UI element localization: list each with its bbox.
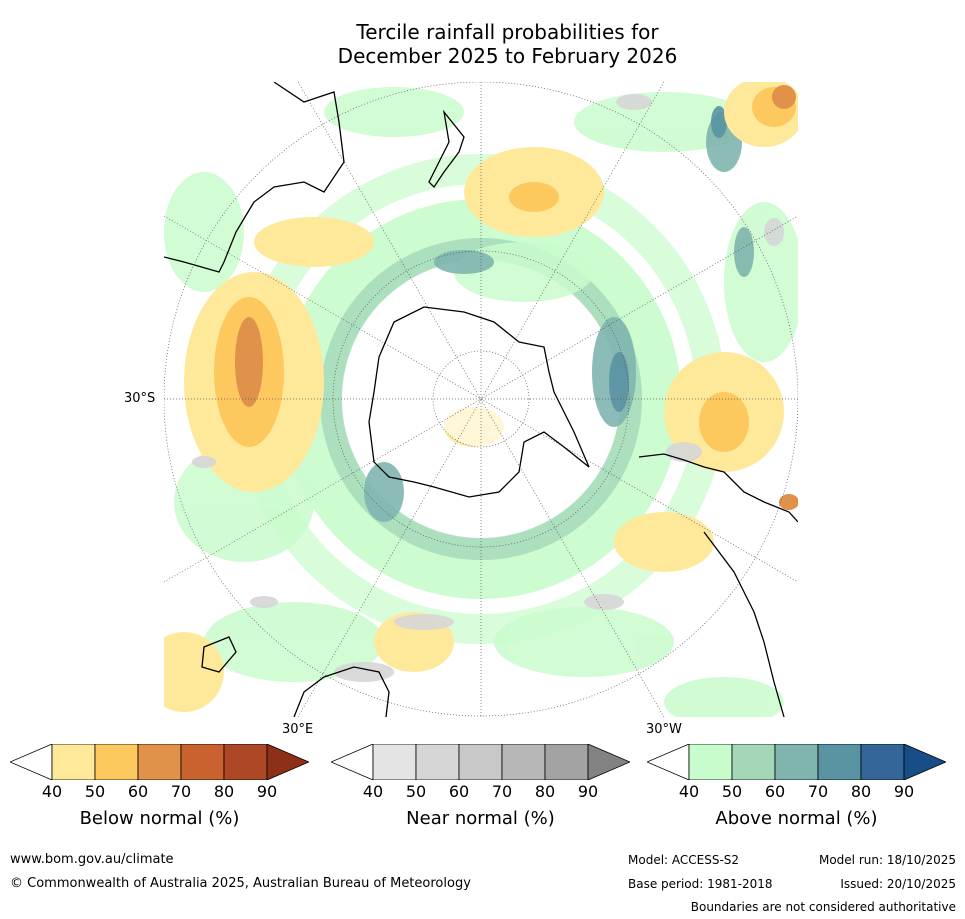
below-normal-tick-label: 70 — [170, 782, 192, 801]
above-normal-title: Above normal (%) — [715, 808, 878, 829]
above-normal-tick-label: 80 — [850, 782, 872, 801]
below-normal-tick-label: 60 — [127, 782, 149, 801]
above-normal-strongest-patches — [609, 106, 727, 412]
below-normal-strong-patches — [214, 87, 796, 452]
below-normal-title: Below normal (%) — [79, 808, 240, 829]
title-line-1: Tercile rainfall probabilities for — [356, 20, 659, 44]
near-normal-low-extend — [329, 743, 374, 781]
below-normal-low-extend — [8, 743, 53, 781]
chart-title: Tercile rainfall probabilities for Decem… — [0, 20, 965, 68]
near-normal-patches — [192, 94, 784, 682]
above-normal-swatch — [688, 743, 733, 781]
below-normal-swatch — [94, 743, 139, 781]
near-normal-title: Near normal (%) — [406, 808, 555, 829]
near-normal-swatch — [501, 743, 546, 781]
graticule — [164, 82, 798, 717]
near-normal-tick-label: 40 — [362, 782, 384, 801]
above-normal-tick-label: 50 — [721, 782, 743, 801]
issued-text: Issued: 20/10/2025 — [840, 877, 956, 891]
lon-30e-label: 30°E — [282, 722, 314, 737]
above-normal-swatch — [817, 743, 862, 781]
model-run-text: Model run: 18/10/2025 — [818, 853, 956, 867]
near-normal-high-extend — [587, 743, 632, 781]
near-normal-tick-label: 90 — [577, 782, 599, 801]
africa-coastline — [293, 666, 390, 717]
below-normal-tick-label: 50 — [84, 782, 106, 801]
below-normal-stronger-patches — [235, 85, 798, 510]
title-line-2: December 2025 to February 2026 — [337, 44, 678, 68]
above-normal-swatch — [860, 743, 905, 781]
above-normal-swatch — [731, 743, 776, 781]
website-link[interactable]: www.bom.gov.au/climate — [10, 852, 174, 867]
base-period-text: Base period: 1981-2018 — [628, 877, 773, 891]
polar-map — [164, 82, 798, 717]
near-normal-tick-label: 50 — [405, 782, 427, 801]
near-normal-colorbar — [329, 743, 632, 781]
below-normal-swatch — [137, 743, 182, 781]
below-normal-swatch — [223, 743, 268, 781]
near-normal-swatch — [544, 743, 589, 781]
near-normal-swatch — [372, 743, 417, 781]
lon-30w-label: 30°W — [646, 722, 682, 737]
above-normal-low-extend — [645, 743, 690, 781]
above-normal-tick-label: 90 — [893, 782, 915, 801]
below-normal-tick-label: 80 — [213, 782, 235, 801]
antarctica-coastline — [368, 306, 590, 498]
map-canvas — [164, 82, 798, 717]
near-normal-tick-label: 60 — [448, 782, 470, 801]
above-normal-tick-label: 60 — [764, 782, 786, 801]
australia-coastline — [164, 82, 345, 273]
madagascar-coastline — [201, 636, 237, 673]
below-normal-swatch — [51, 743, 96, 781]
above-normal-swatch — [774, 743, 819, 781]
below-normal-high-extend — [266, 743, 311, 781]
new-zealand-coastline — [428, 109, 465, 189]
near-normal-swatch — [458, 743, 503, 781]
near-normal-swatch — [415, 743, 460, 781]
near-normal-tick-label: 80 — [534, 782, 556, 801]
below-normal-colorbar — [8, 743, 311, 781]
below-normal-tick-label: 90 — [256, 782, 278, 801]
near-normal-tick-label: 70 — [491, 782, 513, 801]
below-normal-tick-label: 40 — [41, 782, 63, 801]
above-normal-tick-label: 40 — [678, 782, 700, 801]
model-text: Model: ACCESS-S2 — [628, 853, 740, 867]
copyright-text: © Commonwealth of Australia 2025, Austra… — [10, 876, 471, 891]
lat-30s-label: 30°S — [124, 391, 156, 406]
south-america-coastline — [638, 453, 798, 717]
above-normal-colorbar — [645, 743, 948, 781]
below-normal-swatch — [180, 743, 225, 781]
above-normal-high-extend — [903, 743, 948, 781]
disclaimer-text: Boundaries are not considered authoritat… — [690, 900, 956, 914]
above-normal-tick-label: 70 — [807, 782, 829, 801]
